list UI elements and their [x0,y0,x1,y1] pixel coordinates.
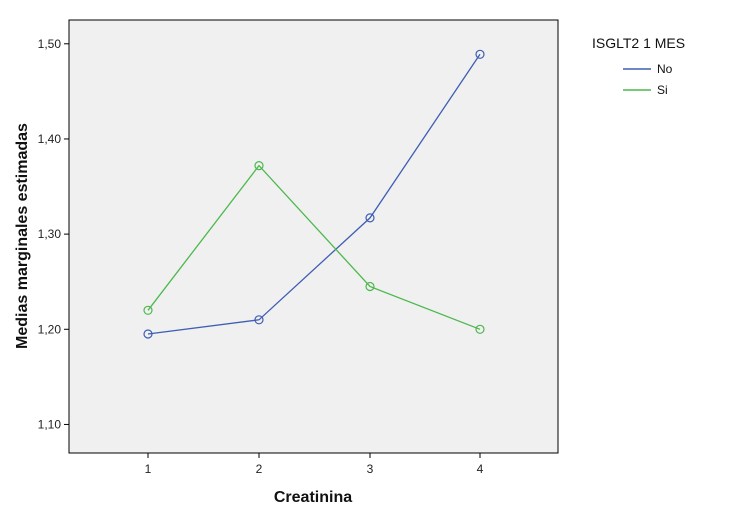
data-point [365,281,375,292]
series-line [147,53,481,335]
y-tick-label: 1,30 [38,227,62,241]
data-point [475,324,485,334]
series-layer [143,49,485,339]
data-point [365,213,375,223]
plot-area [68,19,559,454]
series-line [147,164,481,330]
y-tick-label: 1,20 [38,322,62,336]
x-tick-label: 4 [477,462,484,476]
data-point [254,315,264,325]
data-point [143,305,153,315]
y-tick-label: 1,50 [38,37,62,51]
axis-ticks: 1,10 1,20 1,30 1,40 1,50 1 2 3 4 [38,37,484,476]
data-point [475,49,485,59]
data-point [254,161,264,171]
legend: ISGLT2 1 MES No Si [592,35,685,97]
y-tick-label: 1,10 [38,417,62,431]
legend-title: ISGLT2 1 MES [592,35,685,51]
data-point [143,329,153,339]
legend-label: Si [657,83,668,97]
y-tick-label: 1,40 [38,132,62,146]
y-axis-title: Medias marginales estimadas [14,123,31,349]
x-tick-label: 1 [145,462,152,476]
x-axis-title: Creatinina [274,489,352,506]
x-tick-label: 3 [367,462,374,476]
series-no [143,49,485,339]
series-si [143,161,485,334]
x-tick-label: 2 [256,462,263,476]
legend-label: No [657,62,673,76]
